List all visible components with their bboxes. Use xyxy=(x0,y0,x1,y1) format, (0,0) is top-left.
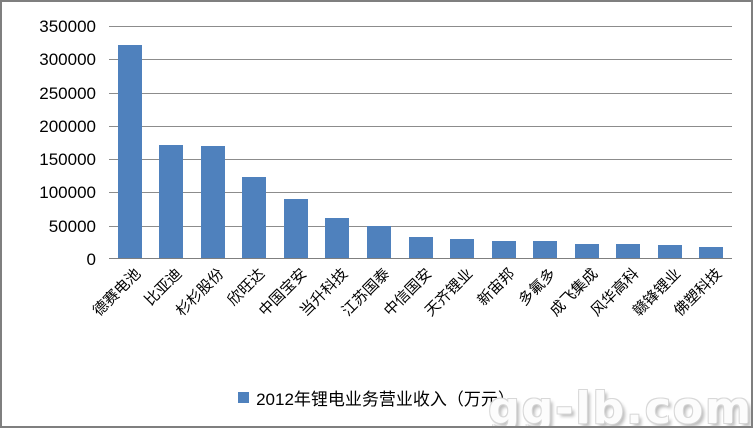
legend-label: 2012年锂电业务营业收入（万元） xyxy=(256,389,515,409)
bar-江苏国泰 xyxy=(367,226,391,258)
y-tick-label: 200000 xyxy=(39,116,96,136)
gridline xyxy=(109,92,732,94)
plot-area xyxy=(109,26,732,259)
y-tick-label: 50000 xyxy=(48,216,96,236)
bar-佛塑科技 xyxy=(699,247,724,258)
y-tick-label: 150000 xyxy=(39,150,96,170)
y-tick-label: 300000 xyxy=(39,50,96,70)
gridline xyxy=(109,225,732,227)
gridline xyxy=(109,26,732,27)
bar-比亚迪 xyxy=(159,144,184,258)
bar-中信国安 xyxy=(408,236,433,258)
bar-欣旺达 xyxy=(242,177,267,258)
y-tick-label: 100000 xyxy=(39,183,96,203)
y-tick-label: 0 xyxy=(86,250,96,269)
y-tick-label: 350000 xyxy=(39,17,96,36)
bar-天齐锂业 xyxy=(450,238,474,258)
gridline xyxy=(109,125,732,127)
y-tick-label: 250000 xyxy=(39,83,96,103)
bar-赣锋锂业 xyxy=(657,244,682,258)
x-axis-line xyxy=(109,258,732,259)
legend-marker-icon xyxy=(238,391,250,403)
bar-成飞集成 xyxy=(574,243,599,258)
bar-当升科技 xyxy=(325,218,350,258)
x-axis-labels: 德赛电池 比亚迪 杉杉股份 欣旺达 中国宝安 当升科技 江苏国泰 中信国安 天齐锂业 新宙邦 多氟多… xyxy=(2,2,751,320)
bar-新宙邦 xyxy=(491,240,516,258)
bar-中国宝安 xyxy=(283,199,308,258)
gridline xyxy=(109,59,732,61)
y-axis-labels: 0 50000 100000 150000 200000 250000 300000 3500… xyxy=(2,2,96,282)
legend: 2012年锂电业务营业收入（万元） xyxy=(2,386,751,409)
bar-多氟多 xyxy=(533,241,558,258)
gridline xyxy=(109,192,732,194)
bar-德赛电池 xyxy=(117,45,142,258)
bar-风华高科 xyxy=(616,244,641,258)
bar-杉杉股份 xyxy=(200,146,225,258)
gridline xyxy=(109,159,732,161)
